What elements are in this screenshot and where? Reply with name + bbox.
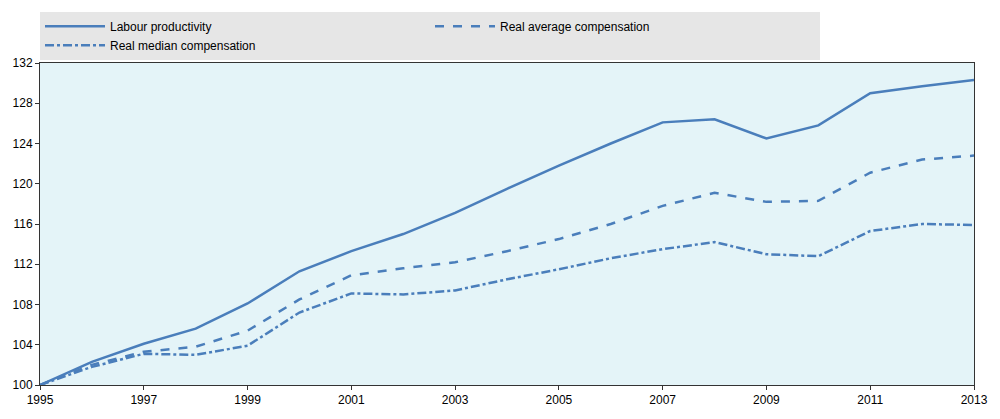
svg-text:104: 104 <box>13 338 33 352</box>
svg-text:124: 124 <box>13 137 33 151</box>
svg-text:Labour productivity: Labour productivity <box>110 20 211 34</box>
svg-text:2009: 2009 <box>753 393 780 407</box>
svg-text:2005: 2005 <box>546 393 573 407</box>
svg-text:1995: 1995 <box>27 393 54 407</box>
svg-text:2011: 2011 <box>857 393 883 407</box>
svg-text:120: 120 <box>13 177 33 191</box>
svg-text:2007: 2007 <box>649 393 676 407</box>
svg-text:112: 112 <box>13 257 32 271</box>
svg-text:108: 108 <box>13 298 33 312</box>
svg-text:128: 128 <box>13 96 33 110</box>
svg-text:2003: 2003 <box>442 393 469 407</box>
svg-text:Real median compensation: Real median compensation <box>110 39 255 53</box>
svg-text:1999: 1999 <box>234 393 261 407</box>
svg-text:2001: 2001 <box>338 393 365 407</box>
svg-text:116: 116 <box>13 217 32 231</box>
svg-text:100: 100 <box>13 378 33 392</box>
svg-text:Real average compensation: Real average compensation <box>500 20 649 34</box>
svg-text:2013: 2013 <box>961 393 988 407</box>
svg-text:1997: 1997 <box>130 393 157 407</box>
svg-text:132: 132 <box>13 56 33 70</box>
